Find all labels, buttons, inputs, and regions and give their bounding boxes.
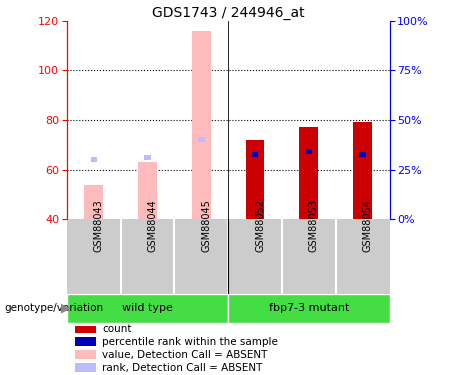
Text: GSM88054: GSM88054 bbox=[363, 199, 372, 252]
Text: ▶: ▶ bbox=[61, 302, 71, 315]
Bar bbox=[228, 294, 390, 322]
Text: genotype/variation: genotype/variation bbox=[5, 303, 104, 313]
Text: GSM88052: GSM88052 bbox=[255, 199, 265, 252]
Bar bbox=[300, 128, 318, 219]
Bar bbox=[306, 149, 312, 154]
Bar bbox=[360, 152, 366, 157]
Bar bbox=[84, 184, 103, 219]
Text: count: count bbox=[102, 324, 132, 334]
Bar bbox=[75, 338, 96, 346]
Text: GSM88053: GSM88053 bbox=[309, 199, 319, 252]
Text: rank, Detection Call = ABSENT: rank, Detection Call = ABSENT bbox=[102, 363, 263, 373]
Text: value, Detection Call = ABSENT: value, Detection Call = ABSENT bbox=[102, 350, 268, 360]
Bar bbox=[192, 31, 211, 219]
Bar bbox=[67, 294, 228, 322]
Bar bbox=[90, 157, 97, 162]
Bar bbox=[75, 350, 96, 359]
Bar bbox=[75, 324, 96, 333]
Bar bbox=[144, 155, 151, 160]
Text: GSM88045: GSM88045 bbox=[201, 199, 211, 252]
Text: GSM88044: GSM88044 bbox=[148, 199, 158, 252]
Bar bbox=[252, 152, 258, 157]
Bar bbox=[138, 162, 157, 219]
Bar bbox=[246, 140, 265, 219]
Bar bbox=[75, 363, 96, 372]
Text: wild type: wild type bbox=[122, 303, 173, 313]
Bar bbox=[198, 137, 205, 142]
Text: fbp7-3 mutant: fbp7-3 mutant bbox=[269, 303, 349, 313]
Text: GSM88043: GSM88043 bbox=[94, 199, 104, 252]
Title: GDS1743 / 244946_at: GDS1743 / 244946_at bbox=[152, 6, 305, 20]
Bar bbox=[353, 123, 372, 219]
Text: percentile rank within the sample: percentile rank within the sample bbox=[102, 337, 278, 347]
